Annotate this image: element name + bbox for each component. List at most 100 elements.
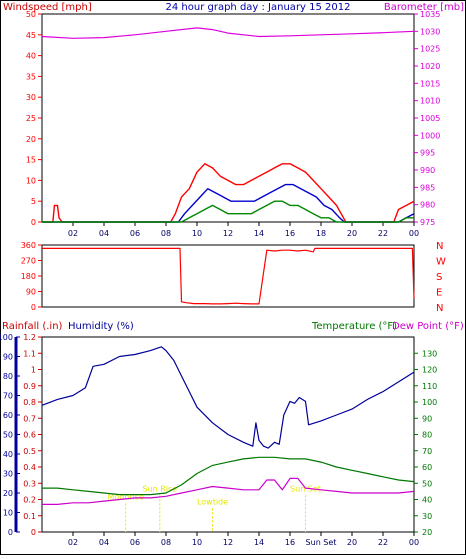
annotation-label: Moonrise bbox=[108, 493, 144, 502]
time-tick-label: 12 bbox=[223, 538, 233, 547]
temperature-tick-label: 80 bbox=[422, 431, 432, 440]
rain-tick-label: 0.2 bbox=[23, 496, 36, 505]
humidity-tick-label: 40 bbox=[3, 450, 13, 459]
temperature-tick-label: 60 bbox=[422, 463, 432, 472]
windspeed-tick-label: 35 bbox=[26, 72, 36, 81]
barometer-tick-label: 975 bbox=[420, 218, 435, 227]
time-tick-label: 00 bbox=[409, 229, 419, 238]
humidity-tick-label: 100 bbox=[0, 333, 13, 342]
time-tick-label: 08 bbox=[161, 538, 171, 547]
windspeed-axis-label: Windspeed [mph] bbox=[3, 2, 92, 13]
time-tick-label: 14 bbox=[254, 229, 264, 238]
time-tick-label: 18 bbox=[316, 229, 326, 238]
windspeed-tick-label: 10 bbox=[26, 176, 36, 185]
rain-tick-label: 1.1 bbox=[23, 349, 36, 358]
minimum-line bbox=[42, 200, 414, 223]
time-tick-label: 14 bbox=[254, 538, 264, 547]
time-tick-label: 02 bbox=[68, 538, 78, 547]
rain-humidity-temperature-panel: 010203040506070809010000.10.20.30.40.50.… bbox=[0, 333, 437, 547]
temperature-tick-label: 70 bbox=[422, 447, 432, 456]
time-tick-label: 02 bbox=[68, 229, 78, 238]
windspeed-tick-label: 0 bbox=[31, 218, 36, 227]
barometer-tick-label: 990 bbox=[420, 166, 435, 175]
windspeed-tick-label: 45 bbox=[26, 31, 36, 40]
barometer-tick-label: 1000 bbox=[420, 131, 440, 140]
humidity-tick-label: 0 bbox=[8, 528, 13, 537]
humidity-tick-label: 80 bbox=[3, 372, 13, 381]
compass-label: N bbox=[436, 241, 443, 252]
humidity-tick-label: 30 bbox=[3, 470, 13, 479]
temperature-axis-label: Temperature (°F) bbox=[311, 321, 397, 332]
humidity-tick-label: 20 bbox=[3, 489, 13, 498]
windspeed-tick-label: 25 bbox=[26, 114, 36, 123]
barometer-tick-label: 1030 bbox=[420, 27, 440, 36]
temperature-tick-label: 90 bbox=[422, 414, 432, 423]
barometer-tick-label: 1025 bbox=[420, 45, 440, 54]
time-tick-label: 04 bbox=[99, 229, 109, 238]
rain-tick-label: 0.4 bbox=[23, 463, 36, 472]
direction-line bbox=[42, 247, 415, 305]
time-tick-label: 06 bbox=[130, 538, 140, 547]
temperature-tick-label: 40 bbox=[422, 496, 432, 505]
compass-label: E bbox=[436, 288, 442, 299]
windspeed-tick-label: 15 bbox=[26, 156, 36, 165]
rain-tick-label: 0.6 bbox=[23, 431, 36, 440]
windspeed-tick-label: 50 bbox=[26, 10, 36, 19]
time-tick-label: 12 bbox=[223, 229, 233, 238]
time-tick-label: 04 bbox=[99, 538, 109, 547]
temperature-tick-label: 50 bbox=[422, 479, 432, 488]
windspeed-tick-label: 30 bbox=[26, 93, 36, 102]
rain-tick-label: 0.8 bbox=[23, 398, 36, 407]
time-tick-label: 00 bbox=[409, 538, 419, 547]
graph-title: 24 hour graph day : January 15 2012 bbox=[166, 2, 351, 13]
temperature-line bbox=[42, 456, 415, 496]
time-tick-label: 20 bbox=[347, 538, 357, 547]
dewpoint-line bbox=[42, 477, 415, 505]
direction-tick-label: 90 bbox=[26, 288, 36, 297]
time-tick-label: 16 bbox=[285, 229, 295, 238]
humidity-tick-label: 90 bbox=[3, 353, 13, 362]
barometer-tick-label: 1015 bbox=[420, 79, 440, 88]
humidity-tick-label: 10 bbox=[3, 509, 13, 518]
temperature-tick-label: 100 bbox=[422, 398, 437, 407]
direction-tick-label: 360 bbox=[21, 241, 36, 250]
temperature-tick-label: 20 bbox=[422, 528, 432, 537]
compass-label: S bbox=[436, 272, 442, 283]
rain-tick-label: 0.5 bbox=[23, 447, 36, 456]
humidity-tick-label: 60 bbox=[3, 411, 13, 420]
compass-label: N bbox=[436, 303, 443, 314]
humidity-axis-label: Humidity (%) bbox=[68, 321, 134, 332]
barometer-axis-label: Barometer [mb] bbox=[384, 2, 464, 13]
time-tick-label: 08 bbox=[161, 229, 171, 238]
time-tick-label: 22 bbox=[378, 538, 388, 547]
dewpoint-axis-label: Dew Point (°F) bbox=[392, 321, 464, 332]
direction-tick-label: 180 bbox=[21, 272, 36, 281]
barometer-tick-label: 985 bbox=[420, 183, 435, 192]
humidity-tick-label: 70 bbox=[3, 392, 13, 401]
time-tick-label: 06 bbox=[130, 229, 140, 238]
compass-label: W bbox=[436, 257, 446, 268]
rain-tick-label: 0.3 bbox=[23, 479, 36, 488]
wind-barometer-panel: 0510152025303540455097598098599099510001… bbox=[26, 10, 441, 238]
windspeed-tick-label: 40 bbox=[26, 52, 36, 61]
time-tick-label: 10 bbox=[192, 229, 202, 238]
barometer-line bbox=[41, 27, 415, 39]
average-line bbox=[42, 183, 415, 223]
rain-tick-label: 1.2 bbox=[23, 333, 36, 342]
rain-tick-label: 0.7 bbox=[23, 414, 36, 423]
barometer-tick-label: 1010 bbox=[420, 97, 440, 106]
humidity-line bbox=[41, 346, 415, 449]
direction-tick-label: 270 bbox=[21, 257, 36, 266]
direction-tick-label: 0 bbox=[31, 303, 36, 312]
time-tick-label: 20 bbox=[347, 229, 357, 238]
time-tick-label: 16 bbox=[285, 538, 295, 547]
time-tick-label: Sun Set bbox=[306, 538, 337, 547]
annotation-label: Sun Rise bbox=[142, 484, 177, 493]
windspeed-tick-label: 5 bbox=[31, 197, 36, 206]
humidity-tick-label: 50 bbox=[3, 431, 13, 440]
windspeed-tick-label: 20 bbox=[26, 135, 36, 144]
